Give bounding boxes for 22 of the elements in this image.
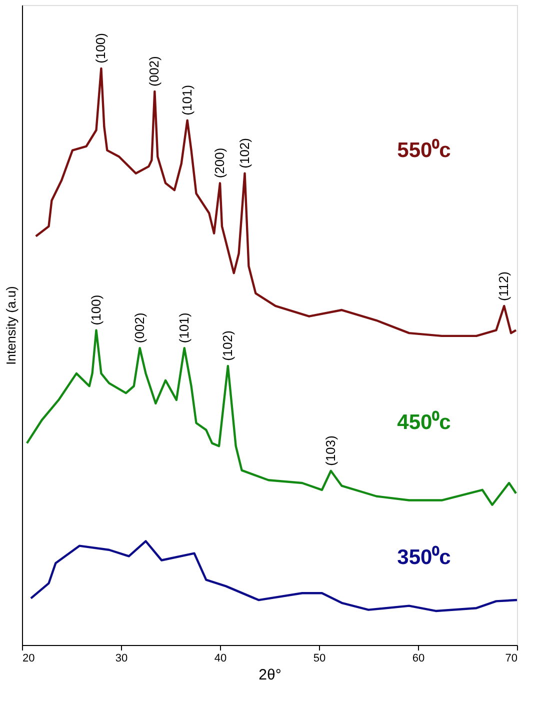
x-axis-title: 2θ° [258,666,282,684]
x-tick-label: 60 [412,652,425,664]
text: 450⁰c [397,410,452,434]
x-tick-label: 70 [505,652,518,664]
annotation: (102) [236,138,252,168]
series-label: 350⁰c [397,545,452,569]
x-tick-label: 40 [214,652,227,664]
annotation: (112) [496,272,512,301]
annotation: (101) [179,84,194,116]
text: 550⁰c [397,138,452,162]
x-tick-label: 30 [115,652,128,664]
x-tick-label: 50 [313,652,326,664]
y-axis-title: Intensity (a.u) [4,286,18,365]
annotation: (102) [220,330,235,361]
annotation: (002) [146,56,162,86]
annotation: (200) [212,148,227,178]
annotation: (100) [93,33,108,64]
annotation: (100) [88,294,104,326]
annotation: (101) [176,312,192,344]
x-tick-label: 20 [22,652,35,664]
annotation: (103) [322,436,338,466]
annotation: (002) [132,312,147,344]
